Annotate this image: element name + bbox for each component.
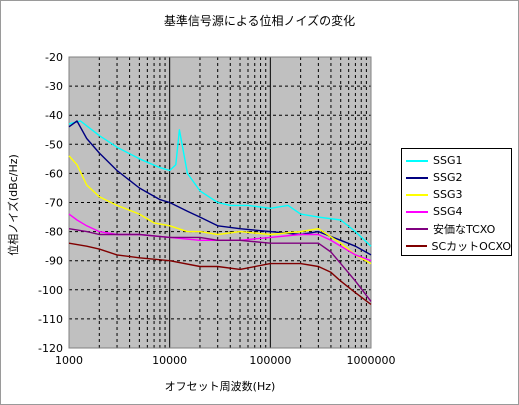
legend-item: SSG1 — [406, 152, 511, 169]
x-tick-label: 1000 — [55, 354, 83, 367]
x-tick-label: 1000000 — [347, 354, 396, 367]
legend-item: SSG4 — [406, 203, 511, 220]
legend-label: SSG3 — [433, 188, 463, 201]
legend-label: SSG4 — [433, 205, 463, 218]
y-tick-label: -40 — [45, 109, 63, 122]
legend-item: 安価なTCXO — [406, 220, 511, 237]
legend: SSG1 SSG2 SSG3 SSG4 安価なTCXO SCカットOCXO — [401, 148, 512, 256]
y-tick-label: -60 — [45, 167, 63, 180]
y-tick-label: -20 — [45, 51, 63, 64]
legend-swatch — [406, 176, 428, 179]
legend-item: SSG2 — [406, 169, 511, 186]
legend-swatch — [406, 159, 428, 162]
series-line-5 — [68, 228, 372, 302]
x-tick-label: 10000 — [152, 354, 187, 367]
legend-swatch — [406, 244, 427, 247]
x-axis-label: オフセット周波数(Hz) — [164, 380, 276, 393]
chart-title: 基準信号源による位相ノイズの変化 — [163, 14, 356, 28]
series-line-1 — [68, 120, 372, 247]
y-axis-label: 位相ノイズ(dBc/Hz) — [7, 154, 20, 256]
y-tick-label: -70 — [45, 197, 63, 210]
legend-label: SCカットOCXO — [431, 239, 512, 253]
y-tick-label: -30 — [45, 80, 63, 93]
legend-item: SCカットOCXO — [406, 237, 511, 254]
series-line-6 — [68, 242, 372, 305]
x-tick-label: 100000 — [249, 354, 291, 367]
legend-label: SSG2 — [433, 171, 463, 184]
legend-item: SSG3 — [406, 186, 511, 203]
series-line-2 — [68, 120, 372, 256]
series-line-3 — [68, 155, 372, 265]
plot-border — [68, 56, 372, 349]
y-tick-label: -120 — [38, 342, 63, 355]
legend-swatch — [406, 210, 428, 213]
legend-label: SSG1 — [433, 154, 463, 167]
y-tick-label: -110 — [38, 313, 63, 326]
y-tick-label: -90 — [45, 255, 63, 268]
y-tick-label: -80 — [45, 226, 63, 239]
y-tick-label: -50 — [45, 138, 63, 151]
legend-label: 安価なTCXO — [433, 222, 496, 236]
y-tick-label: -100 — [38, 284, 63, 297]
legend-swatch — [406, 193, 428, 196]
legend-swatch — [406, 227, 428, 230]
